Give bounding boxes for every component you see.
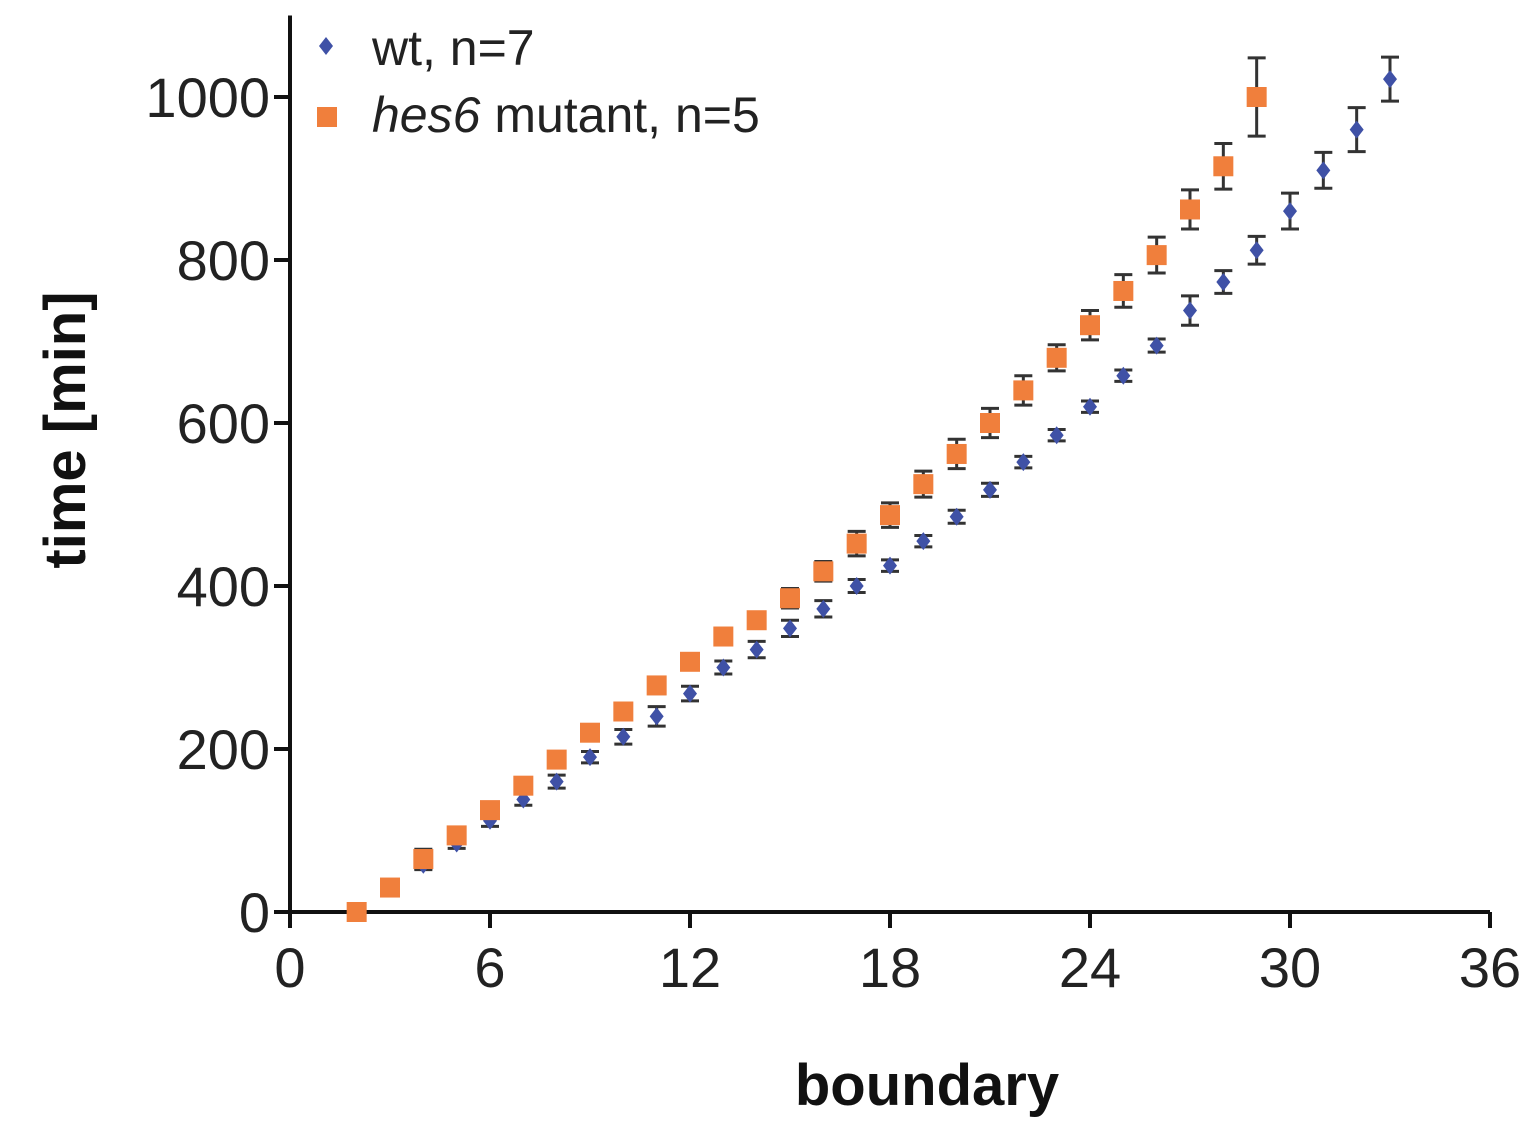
data-point-wt (916, 532, 931, 551)
data-point-hes6 (1046, 347, 1067, 368)
data-point-wt (1283, 202, 1297, 221)
data-point-hes6 (1013, 380, 1034, 401)
data-point-hes6 (446, 825, 467, 846)
data-point-hes6 (1180, 199, 1200, 220)
legend-hes6-label: hes6 mutant, n=5 (372, 87, 760, 143)
tick-labels: 0 6 12 18 24 30 36 0 200 400 600 800 1000 (145, 66, 1521, 999)
x-tick-label: 36 (1459, 936, 1521, 999)
data-point-wt (1249, 241, 1264, 260)
data-point-wt (983, 480, 997, 499)
error-bars (381, 55, 1399, 896)
data-point-wt (1049, 426, 1064, 445)
data-point-hes6 (380, 877, 400, 898)
legend-wt-marker (319, 37, 333, 55)
data-point-wt (716, 658, 731, 677)
data-point-wt (616, 727, 631, 746)
data-point-wt (1083, 397, 1097, 416)
data-point-wt (683, 684, 697, 703)
data-point-hes6 (746, 610, 767, 631)
y-tick-label: 1000 (145, 66, 270, 129)
data-point-hes6 (546, 749, 567, 770)
data-point-hes6 (646, 675, 667, 696)
axes (274, 15, 1492, 928)
data-point-hes6 (1080, 315, 1100, 336)
x-tick-label: 0 (274, 936, 305, 999)
data-point-hes6 (513, 775, 534, 796)
data-point-hes6 (1213, 156, 1234, 177)
data-point-hes6 (480, 800, 500, 821)
data-point-wt (649, 707, 664, 726)
y-tick-label: 800 (177, 229, 270, 292)
x-tick-label: 12 (659, 936, 721, 999)
data-point-wt (749, 640, 764, 659)
data-point-wt (1116, 366, 1131, 385)
data-point-wt (783, 619, 797, 638)
data-point-hes6 (613, 701, 634, 722)
data-markers (346, 70, 1397, 922)
data-point-wt (949, 507, 964, 526)
data-point-hes6 (780, 588, 800, 609)
data-point-wt (1216, 273, 1231, 292)
data-point-wt (1183, 301, 1197, 320)
data-point-hes6 (713, 626, 734, 647)
data-point-hes6 (413, 849, 434, 870)
data-point-hes6 (680, 651, 700, 672)
y-tick-label: 200 (177, 718, 270, 781)
data-point-hes6 (346, 902, 367, 922)
y-tick-label: 0 (239, 881, 270, 944)
x-tick-label: 6 (474, 936, 505, 999)
data-point-hes6 (980, 413, 1000, 433)
data-point-hes6 (913, 474, 934, 495)
data-point-hes6 (1246, 87, 1267, 107)
legend: wt, n=7 hes6 mutant, n=5 (317, 20, 760, 143)
data-point-wt (816, 599, 831, 618)
y-axis-title: time [min] (33, 291, 98, 568)
legend-hes6-gene: hes6 (372, 87, 481, 143)
data-point-hes6 (580, 722, 600, 743)
legend-hes6-marker (317, 107, 337, 127)
data-point-wt (549, 772, 564, 791)
legend-hes6-rest: mutant, n=5 (480, 87, 759, 143)
data-point-hes6 (1113, 280, 1134, 301)
x-tick-label: 24 (1059, 936, 1121, 999)
data-point-hes6 (880, 505, 900, 526)
data-point-hes6 (946, 443, 967, 464)
data-point-hes6 (846, 533, 867, 554)
data-point-wt (1149, 336, 1164, 355)
y-tick-label: 400 (177, 555, 270, 618)
data-point-hes6 (813, 561, 834, 582)
data-point-hes6 (1146, 245, 1167, 266)
data-point-wt (1383, 70, 1397, 89)
data-point-wt (583, 748, 597, 767)
data-point-wt (1016, 453, 1031, 472)
data-point-wt (849, 577, 864, 595)
data-point-wt (1316, 161, 1331, 180)
x-axis-title: boundary (795, 1053, 1059, 1118)
x-tick-label: 18 (859, 936, 921, 999)
x-tick-label: 30 (1259, 936, 1321, 999)
data-point-wt (1349, 120, 1364, 139)
data-point-wt (883, 556, 897, 575)
legend-wt-label: wt, n=7 (371, 20, 535, 76)
y-tick-label: 600 (177, 392, 270, 455)
